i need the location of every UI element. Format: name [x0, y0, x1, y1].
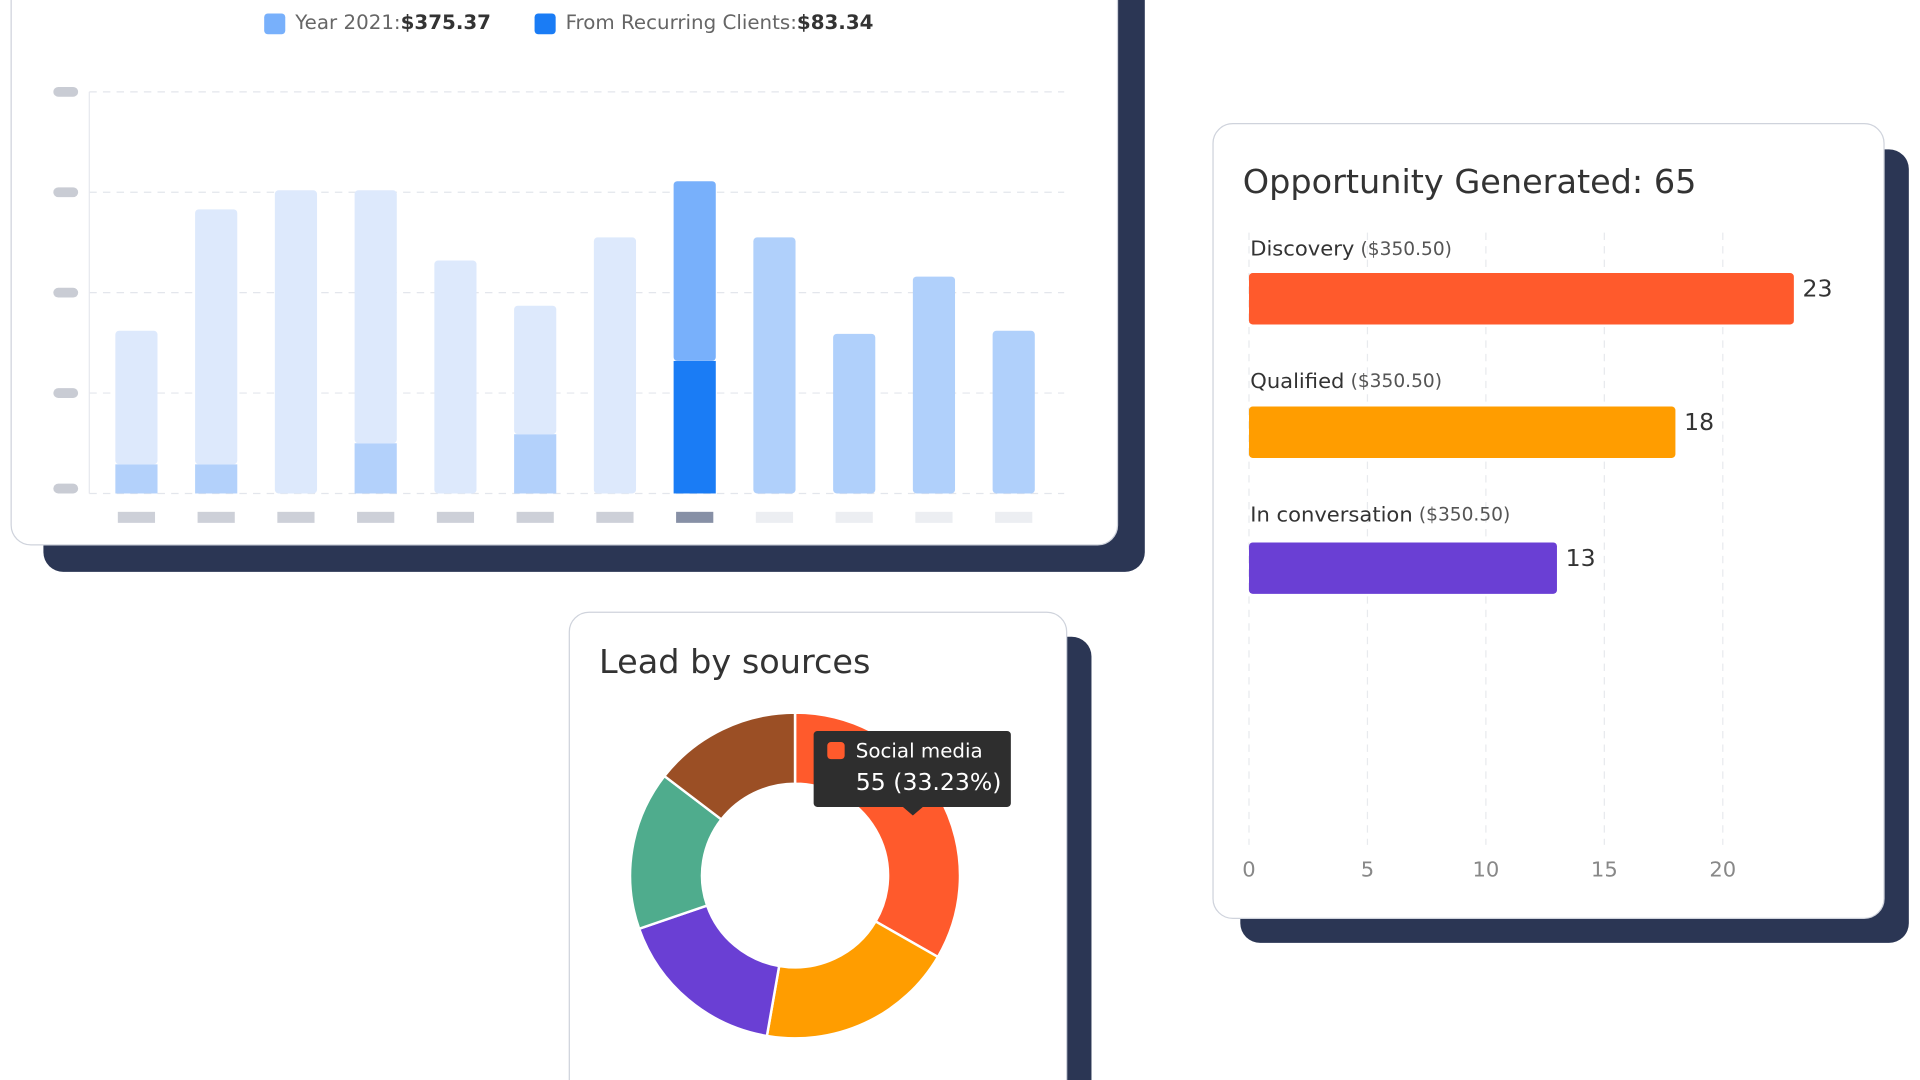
legend-label: Year 2021:$375.37: [294, 11, 491, 34]
bar-segment: [274, 190, 318, 494]
x-tick-pill: [915, 511, 953, 523]
bar-segment: [115, 330, 158, 465]
revenue-chart: Year 2021:$375.37 From Recurring Clients:…: [53, 11, 1065, 523]
x-tick-pill: [516, 511, 554, 523]
x-tick-pill: [835, 511, 873, 523]
bar-segment: [753, 237, 796, 494]
bar-segment: [833, 333, 876, 494]
value-label: 18: [1684, 408, 1714, 436]
x-tick-pill: [596, 511, 634, 523]
x-tick-pill: [995, 511, 1033, 523]
category-sublabel: ($350.50): [1361, 239, 1452, 260]
y-tick-pill: [53, 287, 79, 298]
bar-segment: [195, 464, 238, 494]
y-tick-pill: [53, 483, 79, 494]
value-label: 23: [1803, 275, 1833, 303]
bar-segment: [354, 443, 397, 494]
category-name: Qualified: [1250, 369, 1344, 393]
x-tick-label: 5: [1361, 858, 1374, 882]
bar-segment: [673, 181, 716, 361]
legend-name: From Recurring Clients:: [566, 11, 797, 34]
category-sublabel: ($350.50): [1351, 371, 1442, 392]
bar-segment: [354, 190, 397, 444]
bar-segment: [514, 305, 557, 435]
tooltip-name: Social media: [856, 739, 983, 762]
tooltip: [813, 731, 1011, 807]
opportunity-chart: Opportunity Generated: 65 0 5 10 15 20 Discove…: [1242, 162, 1832, 881]
category-name: In conversation: [1250, 503, 1412, 527]
bar-segment: [593, 237, 637, 494]
legend-label: From Recurring Clients:$83.34: [566, 11, 874, 34]
legend-value: $83.34: [797, 11, 874, 34]
tooltip-swatch: [827, 742, 845, 760]
legend-swatch: [534, 13, 556, 35]
bar-segment: [195, 209, 238, 465]
bar: [1248, 273, 1794, 325]
donut-slice: [662, 711, 797, 822]
legend-name: Year 2021:: [294, 11, 400, 34]
bar: [1248, 542, 1557, 594]
category-label: In conversation ($350.50): [1250, 503, 1510, 527]
y-tick-pill: [53, 86, 79, 97]
chart-title: Opportunity Generated: 65: [1243, 162, 1697, 201]
bar-segment: [514, 434, 557, 494]
bar: [1248, 406, 1676, 458]
y-tick-pill: [53, 388, 79, 398]
chart-title: Lead by sources: [599, 642, 870, 681]
x-tick-pill: [436, 511, 475, 523]
tooltip-value: 55 (33.23%): [856, 768, 1002, 796]
x-tick-label: 15: [1591, 858, 1618, 882]
tooltip-arrow: [902, 806, 923, 816]
x-tick-pill: [755, 511, 794, 523]
bar-segment: [912, 276, 956, 494]
x-tick-label: 0: [1242, 858, 1255, 882]
value-label: 13: [1566, 544, 1596, 572]
legend-swatch: [264, 13, 286, 35]
bar-segment: [434, 260, 477, 494]
x-tick-label: 10: [1472, 858, 1499, 882]
x-tick-label: 20: [1709, 858, 1736, 882]
bar-segment: [992, 330, 1035, 494]
category-label: Discovery ($350.50): [1250, 237, 1452, 261]
legend-value: $375.37: [401, 11, 491, 34]
category-sublabel: ($350.50): [1419, 505, 1510, 526]
x-tick-pill: [676, 511, 714, 523]
category-label: Qualified ($350.50): [1250, 369, 1442, 393]
x-tick-pill: [357, 511, 395, 523]
lead-chart: Lead by sources Social media 55 (33.23%): [599, 642, 1011, 1040]
y-tick-pill: [53, 187, 79, 198]
x-tick-pill: [277, 511, 315, 523]
bar-segment: [115, 464, 158, 494]
category-name: Discovery: [1250, 237, 1354, 261]
x-tick-pill: [197, 511, 235, 523]
x-tick-pill: [117, 511, 156, 523]
bar-segment: [673, 360, 716, 494]
